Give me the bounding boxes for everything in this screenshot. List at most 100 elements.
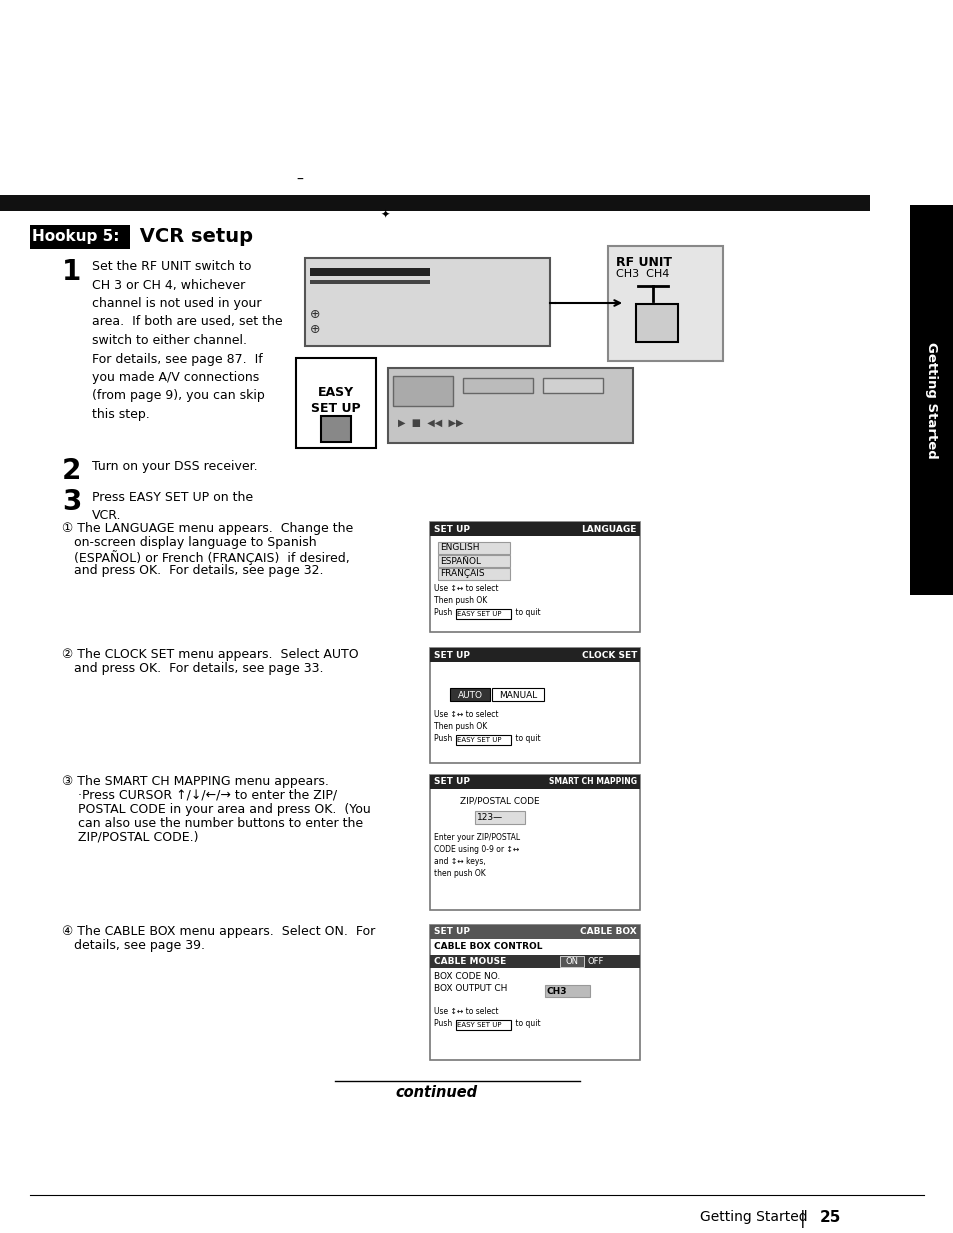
Text: BOX CODE NO.: BOX CODE NO. xyxy=(434,972,499,981)
Bar xyxy=(437,543,510,554)
Text: Hookup 5:: Hookup 5: xyxy=(32,229,119,244)
Text: can also use the number buttons to enter the: can also use the number buttons to enter… xyxy=(62,817,363,830)
Text: ② The CLOCK SET menu appears.  Select AUTO: ② The CLOCK SET menu appears. Select AUT… xyxy=(62,649,358,661)
Text: FRANÇAIS: FRANÇAIS xyxy=(439,570,484,578)
Bar xyxy=(559,956,583,967)
Text: Press EASY SET UP on the
VCR.: Press EASY SET UP on the VCR. xyxy=(91,491,253,522)
Bar xyxy=(430,925,639,940)
Text: to quit: to quit xyxy=(513,1018,540,1028)
Text: Getting Started: Getting Started xyxy=(924,342,938,459)
Text: to quit: to quit xyxy=(513,734,540,743)
Text: AUTO: AUTO xyxy=(457,690,482,699)
Bar xyxy=(430,522,639,633)
Bar xyxy=(430,649,639,763)
Bar xyxy=(456,609,511,619)
Text: Use ↕↔ to select: Use ↕↔ to select xyxy=(434,584,498,593)
Text: and ↕↔ keys,: and ↕↔ keys, xyxy=(434,857,485,866)
Bar xyxy=(310,268,430,276)
Text: and press OK.  For details, see page 32.: and press OK. For details, see page 32. xyxy=(62,563,323,577)
Text: CABLE MOUSE: CABLE MOUSE xyxy=(434,958,506,967)
Text: POSTAL CODE in your area and press OK.  (You: POSTAL CODE in your area and press OK. (… xyxy=(62,803,371,816)
Text: Push: Push xyxy=(434,608,455,616)
Text: MANUAL: MANUAL xyxy=(498,690,537,699)
Bar xyxy=(544,985,589,997)
Text: Turn on your DSS receiver.: Turn on your DSS receiver. xyxy=(91,460,257,473)
Text: CABLE BOX: CABLE BOX xyxy=(579,927,637,937)
Text: ON: ON xyxy=(565,958,578,967)
Text: CLOCK SET: CLOCK SET xyxy=(581,651,637,660)
Bar xyxy=(388,367,633,443)
Text: 1: 1 xyxy=(62,258,81,286)
Text: continued: continued xyxy=(395,1085,476,1100)
Text: ZIP/POSTAL CODE.): ZIP/POSTAL CODE.) xyxy=(62,831,198,845)
Bar xyxy=(430,522,639,536)
Text: 123—: 123— xyxy=(476,814,502,822)
Text: Push: Push xyxy=(434,734,455,743)
Text: Getting Started: Getting Started xyxy=(700,1210,807,1224)
Text: ZIP/POSTAL CODE: ZIP/POSTAL CODE xyxy=(459,797,539,806)
Text: and press OK.  For details, see page 33.: and press OK. For details, see page 33. xyxy=(62,662,323,674)
Text: |: | xyxy=(800,1210,804,1228)
Bar xyxy=(430,649,639,662)
Text: CABLE BOX CONTROL: CABLE BOX CONTROL xyxy=(434,942,542,951)
Text: BOX OUTPUT CH: BOX OUTPUT CH xyxy=(434,984,507,993)
Bar xyxy=(295,358,375,448)
Bar xyxy=(475,811,524,824)
Bar xyxy=(450,688,490,702)
Text: on-screen display language to Spanish: on-screen display language to Spanish xyxy=(62,536,316,549)
Bar xyxy=(909,205,953,596)
Text: SET UP: SET UP xyxy=(434,524,470,534)
Text: ① The LANGUAGE menu appears.  Change the: ① The LANGUAGE menu appears. Change the xyxy=(62,522,353,535)
Text: RF UNIT: RF UNIT xyxy=(616,256,671,269)
Bar xyxy=(456,1020,511,1030)
Bar xyxy=(430,776,639,910)
Text: 3: 3 xyxy=(62,488,81,515)
Text: ③ The SMART CH MAPPING menu appears.: ③ The SMART CH MAPPING menu appears. xyxy=(62,776,329,788)
Text: –: – xyxy=(296,173,303,187)
Bar xyxy=(607,247,722,361)
Bar xyxy=(393,376,453,406)
Text: SET UP: SET UP xyxy=(434,778,470,787)
Text: ✦: ✦ xyxy=(380,210,389,219)
Text: VCR setup: VCR setup xyxy=(132,228,253,247)
Text: Then push OK: Then push OK xyxy=(434,596,487,605)
Bar xyxy=(456,735,511,745)
Text: ENGLISH: ENGLISH xyxy=(439,544,479,552)
Text: Use ↕↔ to select: Use ↕↔ to select xyxy=(434,1007,498,1016)
Bar xyxy=(542,379,602,393)
Text: Then push OK: Then push OK xyxy=(434,723,487,731)
Text: 25: 25 xyxy=(820,1210,841,1226)
Text: to quit: to quit xyxy=(513,608,540,616)
Text: CH3: CH3 xyxy=(546,986,567,995)
Text: EASY SET UP: EASY SET UP xyxy=(456,737,501,743)
Text: ⊕
⊕: ⊕ ⊕ xyxy=(310,308,320,337)
Text: 2: 2 xyxy=(62,457,81,485)
Bar xyxy=(30,224,130,249)
Text: then push OK: then push OK xyxy=(434,869,485,878)
Text: EASY
SET UP: EASY SET UP xyxy=(311,386,360,416)
Bar xyxy=(437,555,510,567)
Text: Use ↕↔ to select: Use ↕↔ to select xyxy=(434,710,498,719)
Bar xyxy=(437,568,510,580)
Bar xyxy=(430,776,639,789)
Text: Set the RF UNIT switch to
CH 3 or CH 4, whichever
channel is not used in your
ar: Set the RF UNIT switch to CH 3 or CH 4, … xyxy=(91,260,282,420)
Text: ESPAÑOL: ESPAÑOL xyxy=(439,556,480,566)
Text: CH3  CH4: CH3 CH4 xyxy=(616,269,669,279)
Text: (ESPAÑOL) or French (FRANÇAIS)  if desired,: (ESPAÑOL) or French (FRANÇAIS) if desire… xyxy=(62,550,350,565)
Text: SMART CH MAPPING: SMART CH MAPPING xyxy=(548,778,637,787)
Text: LANGUAGE: LANGUAGE xyxy=(581,524,637,534)
Text: ④ The CABLE BOX menu appears.  Select ON.  For: ④ The CABLE BOX menu appears. Select ON.… xyxy=(62,925,375,938)
Text: Push: Push xyxy=(434,1018,455,1028)
Bar xyxy=(430,925,639,1060)
Bar xyxy=(0,195,869,211)
Bar xyxy=(636,305,678,342)
Text: ·Press CURSOR ↑/↓/←/→ to enter the ZIP/: ·Press CURSOR ↑/↓/←/→ to enter the ZIP/ xyxy=(62,789,336,801)
Text: SET UP: SET UP xyxy=(434,927,470,937)
Bar xyxy=(310,280,430,284)
Bar xyxy=(305,258,550,346)
Text: EASY SET UP: EASY SET UP xyxy=(456,1022,501,1028)
Text: OFF: OFF xyxy=(587,958,604,967)
Text: EASY SET UP: EASY SET UP xyxy=(456,612,501,616)
Bar xyxy=(462,379,533,393)
Text: details, see page 39.: details, see page 39. xyxy=(62,940,205,952)
